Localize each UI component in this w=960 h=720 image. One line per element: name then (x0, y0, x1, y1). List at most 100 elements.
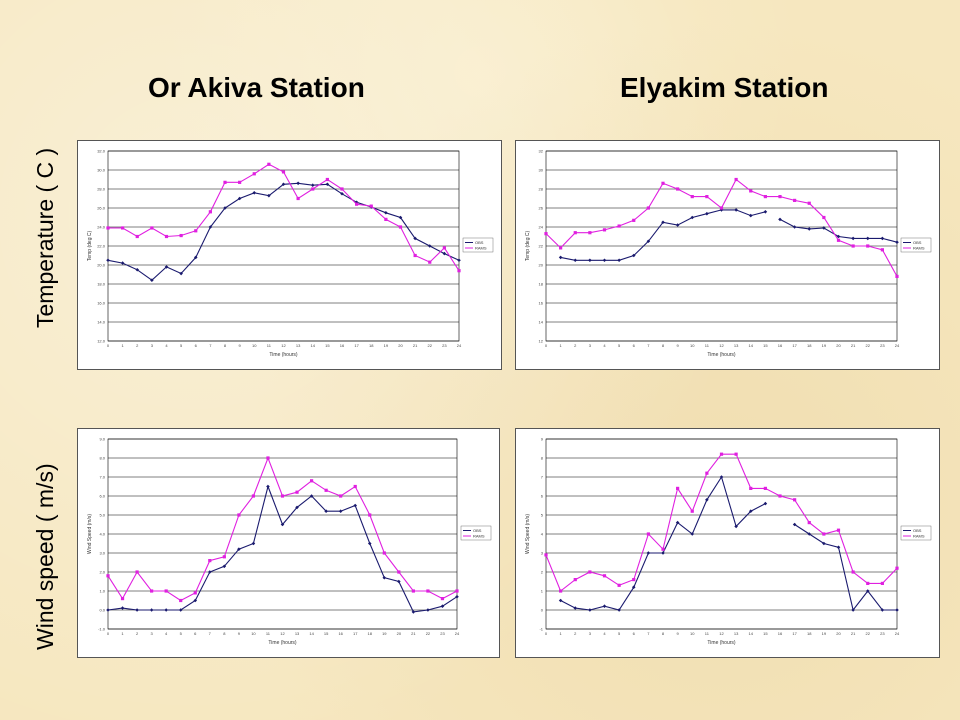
data-point (338, 509, 343, 513)
data-point (106, 574, 110, 578)
x-tick-label: 13 (295, 631, 300, 636)
data-point (266, 456, 270, 460)
x-tick-label: 22 (866, 343, 871, 348)
data-point (617, 224, 621, 228)
data-point (281, 182, 286, 187)
y-tick-label: 30 (539, 168, 544, 173)
data-point (559, 589, 563, 593)
data-point (617, 583, 621, 587)
y-tick-label: 1.0 (99, 589, 105, 594)
x-tick-label: 13 (296, 343, 301, 348)
x-tick-label: 3 (589, 631, 592, 636)
x-tick-label: 22 (426, 631, 431, 636)
data-point (296, 181, 300, 186)
x-tick-label: 3 (589, 343, 592, 348)
x-tick-label: 10 (252, 343, 257, 348)
data-point (208, 225, 213, 229)
series-line (107, 484, 458, 613)
x-tick-label: 5 (618, 343, 621, 348)
data-point (179, 598, 183, 603)
data-point (807, 521, 811, 525)
x-tick-label: 6 (633, 343, 636, 348)
data-point (194, 229, 198, 233)
x-tick-label: 6 (195, 343, 198, 348)
data-point (865, 236, 870, 241)
y-tick-label: 12.0 (97, 339, 106, 344)
y-tick-label: 14 (539, 320, 544, 325)
data-point (836, 238, 841, 242)
data-point (617, 258, 621, 263)
y-tick-label: 30.0 (97, 168, 106, 173)
data-point (193, 591, 197, 595)
data-point (339, 494, 343, 498)
y-tick-label: 1 (541, 589, 544, 594)
data-point (149, 608, 154, 612)
data-point (734, 208, 738, 212)
data-point (749, 189, 753, 193)
x-tick-label: 22 (866, 631, 871, 636)
data-point (353, 484, 357, 489)
chart-wind-or-akiva: -1.0 0.0 1.0 2.0 3.0 4.0 5.0 6.0 7.0 8.0 9.0 0 1 2 3 4 5… (77, 428, 500, 658)
data-point (426, 608, 430, 612)
x-tick-label: 4 (603, 631, 606, 636)
data-point (355, 202, 359, 206)
data-point (398, 215, 403, 220)
data-point (895, 240, 899, 244)
x-tick-label: 15 (324, 631, 329, 636)
y-tick-label: 20.0 (97, 263, 106, 268)
data-point (573, 578, 577, 582)
data-point (631, 585, 636, 589)
data-point (544, 232, 548, 236)
x-tick-label: 0 (107, 631, 110, 636)
data-point (413, 253, 417, 258)
data-point (413, 236, 417, 241)
x-tick-label: 19 (822, 343, 827, 348)
y-tick-label: 2 (541, 570, 544, 575)
x-tick-label: 10 (690, 343, 695, 348)
data-point (734, 177, 738, 182)
x-tick-label: 16 (778, 343, 783, 348)
x-tick-label: 14 (749, 631, 754, 636)
data-point (836, 545, 841, 550)
data-point (382, 551, 386, 555)
data-point (135, 267, 140, 272)
x-tick-label: 3 (151, 343, 154, 348)
x-tick-label: 7 (209, 631, 212, 636)
x-tick-label: 21 (851, 343, 856, 348)
data-point (646, 206, 650, 210)
x-tick-label: 9 (239, 343, 242, 348)
plot-area (545, 150, 898, 342)
y-tick-label: 8.0 (99, 456, 105, 461)
x-tick-label: 23 (442, 343, 447, 348)
data-point (223, 206, 227, 210)
y-tick-label: 3.0 (99, 551, 105, 556)
x-tick-label: 7 (647, 631, 650, 636)
x-tick-label: 18 (369, 343, 374, 348)
x-tick-label: 7 (647, 343, 650, 348)
data-point (793, 198, 797, 202)
data-point (267, 162, 271, 166)
data-point (252, 172, 256, 176)
x-tick-label: 5 (180, 343, 183, 348)
y-tick-label: 14.0 (97, 320, 106, 325)
data-point (222, 555, 226, 559)
x-tick-label: 5 (180, 631, 183, 636)
data-point (632, 578, 636, 582)
data-point (208, 210, 212, 214)
data-point (382, 575, 387, 580)
data-point (324, 488, 328, 492)
y-axis-title: Wind Speed (m/s) (87, 514, 93, 554)
data-point (734, 452, 738, 456)
x-tick-label: 21 (413, 343, 418, 348)
plot-area (545, 438, 898, 630)
y-tick-label: 6 (541, 494, 544, 499)
data-point (309, 494, 314, 498)
data-point (252, 191, 257, 195)
x-tick-label: 3 (151, 631, 154, 636)
chart-wind-elyakim: -1 0 1 2 3 4 5 6 7 8 9 0 1 2 3 4 5 6 7 8 9 10 11 12 13 14 15 16 17 18… (515, 428, 940, 658)
x-tick-label: 19 (384, 343, 389, 348)
data-point (895, 608, 899, 612)
data-point (866, 244, 870, 248)
x-tick-label: 19 (822, 631, 827, 636)
y-tick-label: 9 (541, 437, 544, 442)
